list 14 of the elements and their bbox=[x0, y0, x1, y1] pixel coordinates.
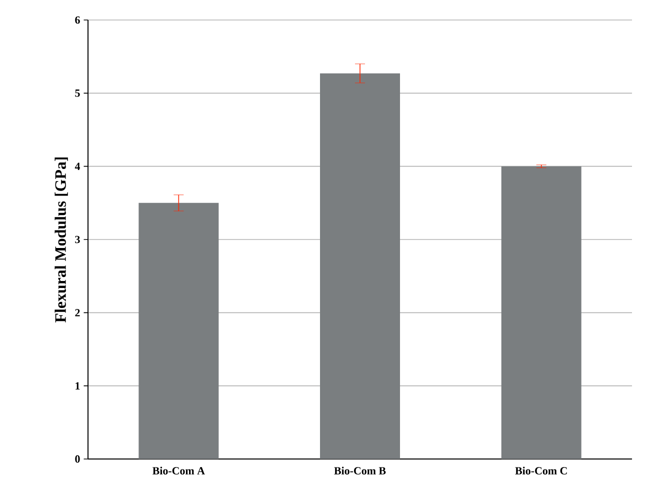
y-tick-label: 4 bbox=[74, 162, 80, 170]
x-tick-label: Bio-Com C bbox=[515, 466, 567, 474]
y-axis-title: Flexural Modulus [GPa] bbox=[54, 157, 68, 322]
y-tick-label: 2 bbox=[75, 309, 80, 316]
y-tick-label: 3 bbox=[75, 236, 80, 244]
bar bbox=[320, 73, 400, 459]
y-tick-label: 0 bbox=[75, 455, 80, 463]
y-tick-label: 1 bbox=[76, 382, 80, 390]
bar bbox=[138, 202, 219, 459]
y-tick-label: 6 bbox=[75, 16, 80, 24]
y-tick-label: 5 bbox=[75, 90, 80, 97]
x-tick-label: Bio-Com B bbox=[334, 466, 386, 474]
x-tick-label: Bio-Com A bbox=[152, 466, 205, 474]
bar bbox=[501, 166, 582, 459]
